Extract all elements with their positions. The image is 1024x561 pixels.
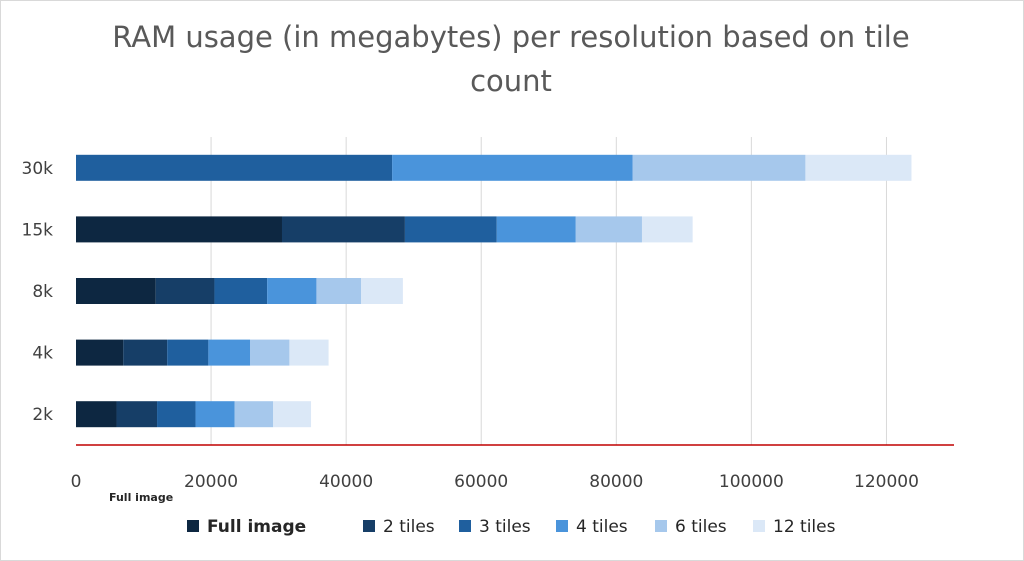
bar-4k-series-5	[289, 339, 329, 366]
y-tick-label-30k: 30k	[22, 159, 54, 179]
x-tick-label-0: 0	[71, 472, 82, 492]
bar-4k-series-1	[123, 339, 168, 366]
y-tick-label-8k: 8k	[32, 282, 53, 302]
legend-label-2: 3 tiles	[479, 517, 531, 537]
bar-15k-series-3	[496, 216, 576, 243]
legend-swatch-0	[187, 520, 199, 532]
bar-15k-series-4	[575, 216, 642, 243]
x-tick-label-80000: 80000	[589, 472, 643, 492]
legend-label-4: 6 tiles	[675, 517, 727, 537]
bar-30k-series-2	[76, 154, 393, 181]
bar-2k-series-0	[76, 401, 117, 428]
bar-2k-series-4	[234, 401, 274, 428]
y-tick-label-2k: 2k	[32, 405, 53, 425]
bar-8k-series-4	[316, 278, 362, 304]
y-axis-labels: 30k 15k 8k 4k 2k	[22, 159, 54, 425]
legend-swatch-5	[753, 520, 765, 532]
legend-label-1: 2 tiles	[383, 517, 435, 537]
x-tick-label-60000: 60000	[454, 472, 508, 492]
x-tick-label-20000: 20000	[184, 472, 238, 492]
legend: Full image 2 tiles 3 tiles 4 tiles 6 tiles 12…	[187, 517, 836, 537]
bar-4k-series-0	[76, 339, 124, 366]
bar-30k-series-3	[392, 154, 633, 181]
axis-annotation: Full image	[109, 491, 173, 504]
bar-2k-series-1	[116, 401, 158, 428]
bar-2k-series-5	[273, 401, 312, 428]
bar-8k-series-3	[267, 278, 317, 304]
bar-30k-series-4	[632, 154, 806, 181]
bars	[76, 154, 912, 428]
bar-15k-series-1	[281, 216, 405, 243]
x-tick-label-40000: 40000	[319, 472, 373, 492]
bar-8k-series-1	[155, 278, 215, 304]
bar-2k-series-3	[195, 401, 235, 428]
legend-label-3: 4 tiles	[576, 517, 628, 537]
legend-label-0: Full image	[207, 517, 306, 537]
legend-swatch-4	[655, 520, 667, 532]
bar-30k-series-5	[805, 154, 912, 181]
legend-swatch-3	[556, 520, 568, 532]
legend-label-5: 12 tiles	[773, 517, 836, 537]
bar-4k-series-3	[208, 339, 251, 366]
bar-15k-series-0	[76, 216, 282, 243]
bar-8k-series-2	[214, 278, 268, 304]
y-tick-label-15k: 15k	[22, 220, 54, 240]
x-tick-label-100000: 100000	[719, 472, 784, 492]
bar-2k-series-2	[157, 401, 196, 428]
bar-4k-series-4	[250, 339, 290, 366]
x-tick-label-120000: 120000	[854, 472, 919, 492]
bar-8k-series-5	[361, 278, 403, 304]
legend-swatch-2	[459, 520, 471, 532]
bar-15k-series-5	[641, 216, 693, 243]
bar-8k-series-0	[76, 278, 156, 304]
bar-4k-series-2	[167, 339, 209, 366]
chart-title-line-2: count	[470, 64, 552, 98]
grid-lines	[210, 137, 887, 445]
chart-title-line-1: RAM usage (in megabytes) per resolution …	[112, 20, 909, 54]
bar-15k-series-2	[404, 216, 497, 243]
legend-swatch-1	[363, 520, 375, 532]
x-axis-labels: 0 20000 40000 60000 80000 100000 120000	[71, 472, 919, 492]
y-tick-label-4k: 4k	[32, 344, 53, 364]
